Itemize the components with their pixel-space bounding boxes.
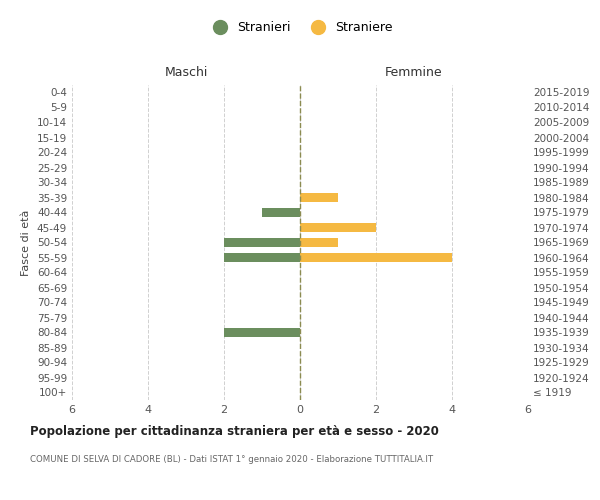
Bar bbox=[262, 208, 300, 217]
Text: Femmine: Femmine bbox=[385, 66, 443, 78]
Bar bbox=[224, 253, 300, 262]
Legend: Stranieri, Straniere: Stranieri, Straniere bbox=[202, 16, 398, 40]
Bar bbox=[300, 253, 452, 262]
Text: Maschi: Maschi bbox=[164, 66, 208, 78]
Text: COMUNE DI SELVA DI CADORE (BL) - Dati ISTAT 1° gennaio 2020 - Elaborazione TUTTI: COMUNE DI SELVA DI CADORE (BL) - Dati IS… bbox=[30, 455, 433, 464]
Bar bbox=[300, 193, 338, 202]
Bar bbox=[224, 238, 300, 247]
Y-axis label: Fasce di età: Fasce di età bbox=[22, 210, 31, 276]
Bar bbox=[300, 238, 338, 247]
Text: Popolazione per cittadinanza straniera per età e sesso - 2020: Popolazione per cittadinanza straniera p… bbox=[30, 425, 439, 438]
Bar bbox=[300, 223, 376, 232]
Bar bbox=[224, 328, 300, 337]
Y-axis label: Anni di nascita: Anni di nascita bbox=[599, 201, 600, 284]
